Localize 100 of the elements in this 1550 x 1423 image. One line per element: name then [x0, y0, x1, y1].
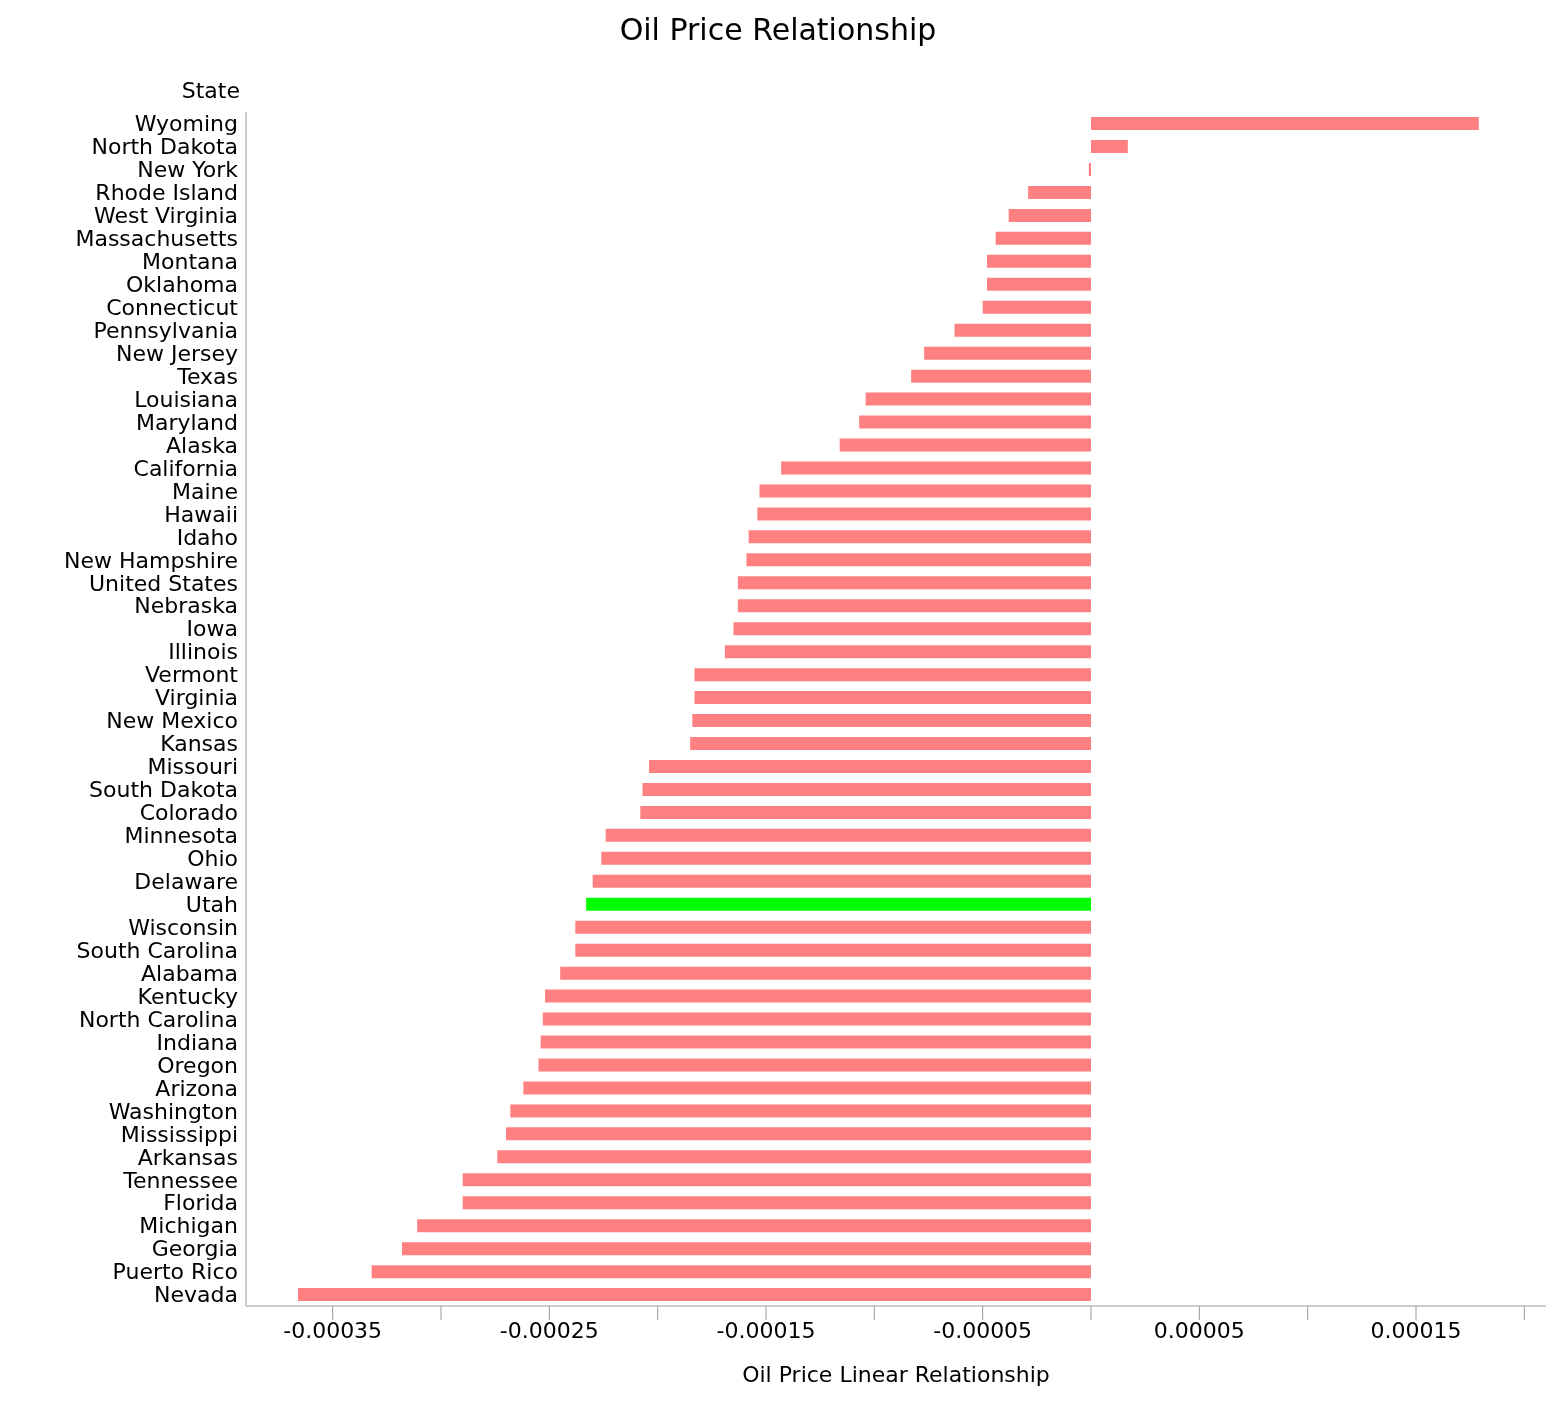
bar	[575, 920, 1091, 934]
bar	[560, 966, 1091, 980]
x-tick-label: 0.00015	[1370, 1317, 1462, 1343]
bar	[417, 1219, 1091, 1233]
bar	[746, 553, 1091, 567]
bar	[605, 828, 1091, 842]
bar	[1091, 117, 1479, 131]
y-tick-label: Maryland	[135, 409, 238, 435]
y-tick-label: Georgia	[151, 1236, 238, 1262]
bar	[1091, 140, 1128, 154]
bar	[737, 599, 1091, 613]
y-tick-label: New York	[137, 157, 239, 183]
bar	[592, 874, 1091, 888]
y-tick-label: Michigan	[139, 1213, 238, 1239]
y-tick-label: Indiana	[156, 1029, 238, 1055]
x-axis-title: Oil Price Linear Relationship	[742, 1362, 1050, 1387]
x-tick-label: -0.00005	[933, 1317, 1033, 1343]
y-tick-label: Wyoming	[134, 111, 238, 137]
y-tick-label: North Dakota	[91, 134, 238, 160]
y-tick-label: Illinois	[168, 639, 238, 665]
y-tick-label: Minnesota	[124, 823, 238, 849]
bar	[298, 1288, 1091, 1302]
bar	[859, 415, 1091, 429]
y-axis-title: State	[180, 78, 240, 103]
bar	[690, 737, 1091, 751]
bar	[982, 300, 1091, 314]
y-tick-label: Florida	[163, 1190, 238, 1216]
y-tick-label: New Hampshire	[63, 547, 238, 573]
bar	[462, 1196, 1091, 1210]
x-tick-label: -0.00025	[499, 1317, 599, 1343]
bar	[987, 254, 1091, 268]
y-tick-label: Missouri	[147, 754, 238, 780]
y-tick-label: Kentucky	[137, 983, 238, 1009]
bar	[601, 851, 1091, 865]
bar	[1088, 162, 1091, 176]
bar	[865, 392, 1091, 406]
y-tick-label: California	[133, 455, 238, 481]
x-tick-label: 0.00005	[1153, 1317, 1245, 1343]
y-tick-label: Puerto Rico	[112, 1259, 238, 1285]
bar	[911, 369, 1091, 383]
y-tick-label: Pennsylvania	[93, 317, 238, 343]
y-tick-label: Louisiana	[134, 386, 238, 412]
bar	[575, 943, 1091, 957]
bar	[839, 438, 1091, 452]
y-tick-label: Nebraska	[134, 593, 238, 619]
bar	[987, 277, 1091, 291]
y-tick-label: Oregon	[157, 1052, 238, 1078]
y-tick-label: Virginia	[155, 685, 238, 711]
y-tick-label: South Dakota	[89, 777, 238, 803]
y-tick-label: South Carolina	[76, 937, 238, 963]
bar	[540, 1035, 1091, 1049]
x-tick-label: -0.00035	[283, 1317, 383, 1343]
bar	[1028, 185, 1091, 199]
y-tick-label: Colorado	[139, 800, 238, 826]
bar	[748, 530, 1091, 544]
bar	[694, 668, 1091, 682]
y-tick-label: Iowa	[186, 616, 238, 642]
bar	[462, 1173, 1091, 1187]
y-tick-label: Wisconsin	[128, 914, 238, 940]
y-tick-label: Washington	[108, 1098, 238, 1124]
bar	[995, 231, 1091, 245]
y-tick-label: Kansas	[160, 731, 238, 757]
bar	[781, 461, 1091, 475]
y-tick-label: Nevada	[154, 1282, 238, 1308]
bar	[692, 714, 1091, 728]
bar	[506, 1127, 1091, 1141]
bar	[1008, 208, 1091, 222]
y-tick-label: Alabama	[140, 960, 238, 986]
bar	[523, 1081, 1091, 1095]
y-tick-label: Montana	[142, 249, 238, 275]
bar	[737, 576, 1091, 590]
bar	[757, 507, 1091, 521]
bar	[497, 1150, 1091, 1164]
y-tick-label: Hawaii	[164, 501, 238, 527]
bar	[694, 691, 1091, 705]
bar	[402, 1242, 1091, 1256]
bar	[642, 782, 1091, 796]
bar	[759, 484, 1091, 498]
bar	[724, 645, 1091, 659]
bar	[542, 1012, 1091, 1026]
y-tick-label: West Virginia	[93, 203, 238, 229]
bar	[954, 323, 1091, 337]
y-tick-label: Rhode Island	[95, 180, 238, 206]
bar	[924, 346, 1091, 360]
y-tick-label: Massachusetts	[75, 226, 238, 252]
bar	[538, 1058, 1091, 1072]
y-tick-label: Ohio	[187, 846, 238, 872]
chart-title: Oil Price Relationship	[618, 11, 938, 49]
y-tick-label: Vermont	[145, 662, 239, 688]
x-tick-label: -0.00015	[716, 1317, 816, 1343]
bar	[649, 759, 1091, 773]
y-tick-label: Tennessee	[122, 1167, 238, 1193]
y-tick-label: Maine	[171, 478, 238, 504]
y-tick-label: New Mexico	[106, 708, 238, 734]
bar	[586, 897, 1091, 911]
bar	[510, 1104, 1091, 1118]
bar	[371, 1265, 1091, 1279]
bar	[733, 622, 1091, 636]
bar	[545, 989, 1091, 1003]
y-tick-label: Idaho	[176, 524, 238, 550]
